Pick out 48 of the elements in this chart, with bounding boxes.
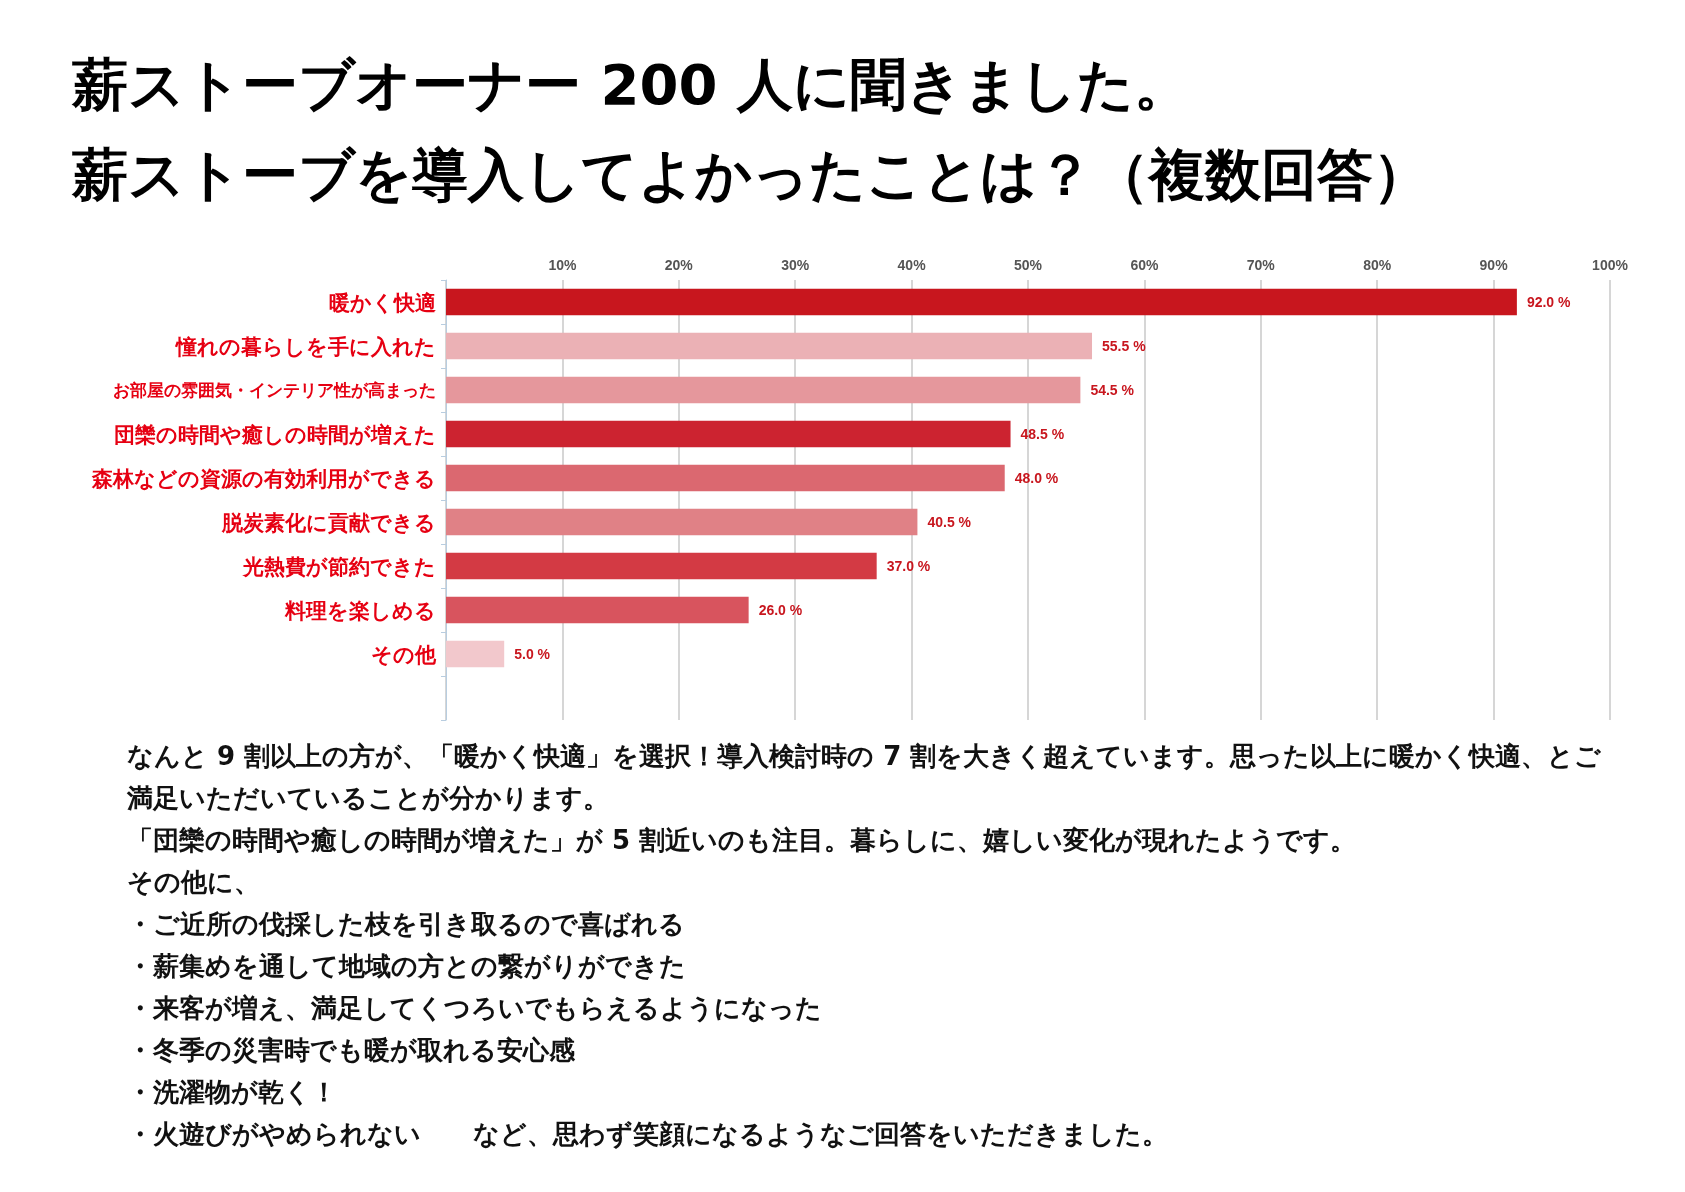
data-label: 55.5 % bbox=[1102, 338, 1147, 354]
data-label: 40.5 % bbox=[927, 514, 972, 530]
y-tick-label: その他 bbox=[371, 642, 437, 666]
data-label: 37.0 % bbox=[886, 558, 931, 574]
bar bbox=[446, 596, 749, 624]
text: ・ご近所の伐採した枝を引き取るので喜ばれる bbox=[127, 908, 686, 941]
chart-title: 薪ストーブオーナー 200 人に聞きました。 bbox=[72, 51, 1191, 119]
text: ・来客が増え、満足してくつろいでもらえるようになった bbox=[127, 992, 823, 1025]
y-tick-label: 暖かく快適 bbox=[329, 290, 436, 315]
text: ・洗濯物が乾く！ bbox=[127, 1076, 338, 1109]
data-label: 54.5 % bbox=[1090, 382, 1135, 398]
x-tick-label: 100% bbox=[1592, 257, 1629, 273]
x-tick-label: 70% bbox=[1246, 257, 1276, 273]
bar bbox=[446, 376, 1081, 404]
data-label: 92.0 % bbox=[1526, 294, 1572, 310]
data-label: 26.0 % bbox=[758, 602, 803, 618]
x-tick-label: 50% bbox=[1013, 257, 1043, 273]
bar bbox=[446, 420, 1011, 448]
data-label: 48.0 % bbox=[1014, 470, 1059, 486]
bar bbox=[446, 464, 1005, 492]
x-tick-label: 10% bbox=[548, 257, 577, 273]
x-tick-label: 40% bbox=[897, 257, 927, 273]
x-tick-label: 30% bbox=[781, 257, 810, 273]
data-label: 48.5 % bbox=[1020, 426, 1065, 442]
text: ・冬季の災害時でも暖が取れる安心感 bbox=[127, 1034, 576, 1067]
x-tick-label: 20% bbox=[664, 257, 694, 273]
y-tick-label: 憧れの暮らしを手に入れた bbox=[174, 334, 436, 358]
data-label: 5.0 % bbox=[514, 646, 551, 662]
x-tick-label: 90% bbox=[1479, 257, 1509, 273]
y-tick-label: 料理を楽しめる bbox=[284, 598, 436, 622]
chart-subtitle: 薪ストーブを導入してよかったことは？（複数回答） bbox=[72, 141, 1429, 209]
y-tick-label: 脱炭素化に貢献できる bbox=[221, 510, 436, 535]
y-tick-label: 光熱費が節約できた bbox=[242, 554, 436, 579]
text: ・火遊びがやめられない など、思わず笑顔になるようなご回答をいただきました。 bbox=[127, 1118, 1169, 1151]
x-tick-label: 60% bbox=[1130, 257, 1159, 273]
bar bbox=[446, 288, 1517, 316]
y-tick-label: 森林などの資源の有効利用ができる bbox=[91, 466, 436, 491]
text: その他に、 bbox=[127, 866, 261, 899]
bar bbox=[446, 640, 505, 668]
text: 「団欒の時間や癒しの時間が増えた」が 5 割近いのも注目。暮らしに、嬉しい変化が現れたようです。 bbox=[127, 824, 1358, 857]
text: ・薪集めを通して地域の方との繋がりができた bbox=[127, 950, 687, 983]
bar bbox=[446, 508, 918, 536]
bar bbox=[446, 332, 1093, 360]
x-tick-label: 80% bbox=[1363, 257, 1392, 273]
bar bbox=[446, 552, 877, 580]
y-tick-label: お部屋の雰囲気・インテリア性が高まった bbox=[113, 380, 436, 400]
text: なんと 9 割以上の方が、「暖かく快適」を選択！導入検討時の 7 割を大きく超えています。思った以上に暖かく快適、とご満足いただいていることが分かります。 bbox=[127, 740, 1603, 815]
y-tick-label: 団欒の時間や癒しの時間が増えた bbox=[114, 422, 436, 446]
